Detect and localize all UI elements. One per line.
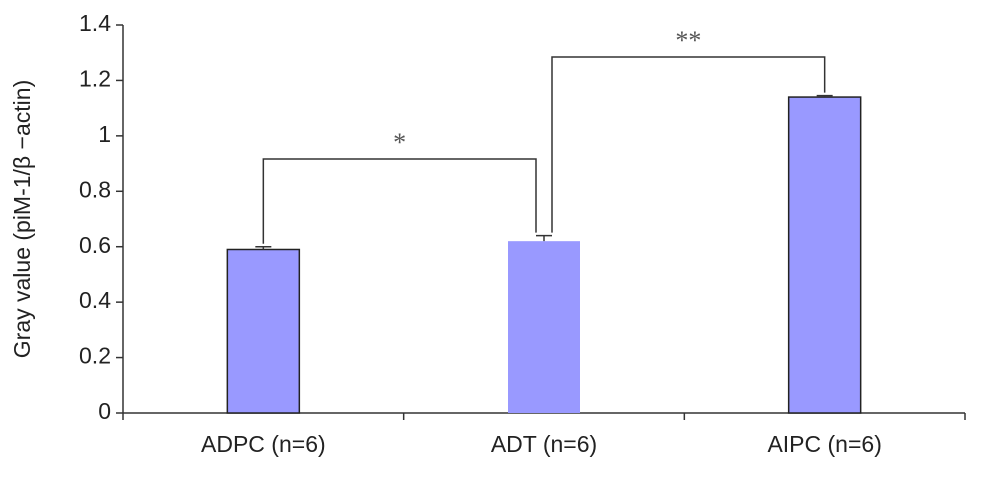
y-tick-label: 0.6 <box>79 232 111 258</box>
bar <box>508 241 580 413</box>
y-axis-label: Gray value (piM-1/β −actin) <box>9 80 35 358</box>
x-tick-label: ADT (n=6) <box>491 431 597 457</box>
x-tick-label: ADPC (n=6) <box>201 431 326 457</box>
error-bar <box>255 245 272 250</box>
y-tick-label: 0.4 <box>79 287 111 313</box>
y-tick-label: 0.2 <box>79 343 111 369</box>
error-bar <box>816 94 833 98</box>
y-tick-label: 1.2 <box>79 66 111 92</box>
y-tick-label: 0.8 <box>79 176 111 202</box>
significance-bracket <box>551 56 826 233</box>
y-tick-label: 1 <box>98 121 111 147</box>
bar <box>226 248 301 414</box>
bar <box>787 96 862 414</box>
x-tick-label: AIPC (n=6) <box>767 431 881 457</box>
error-bar <box>536 234 552 242</box>
y-tick-label: 0 <box>98 398 111 424</box>
significance-bracket <box>262 158 537 244</box>
significance-label: ** <box>675 26 701 55</box>
y-tick-label: 1.4 <box>79 10 111 36</box>
significance-label: * <box>393 128 406 157</box>
